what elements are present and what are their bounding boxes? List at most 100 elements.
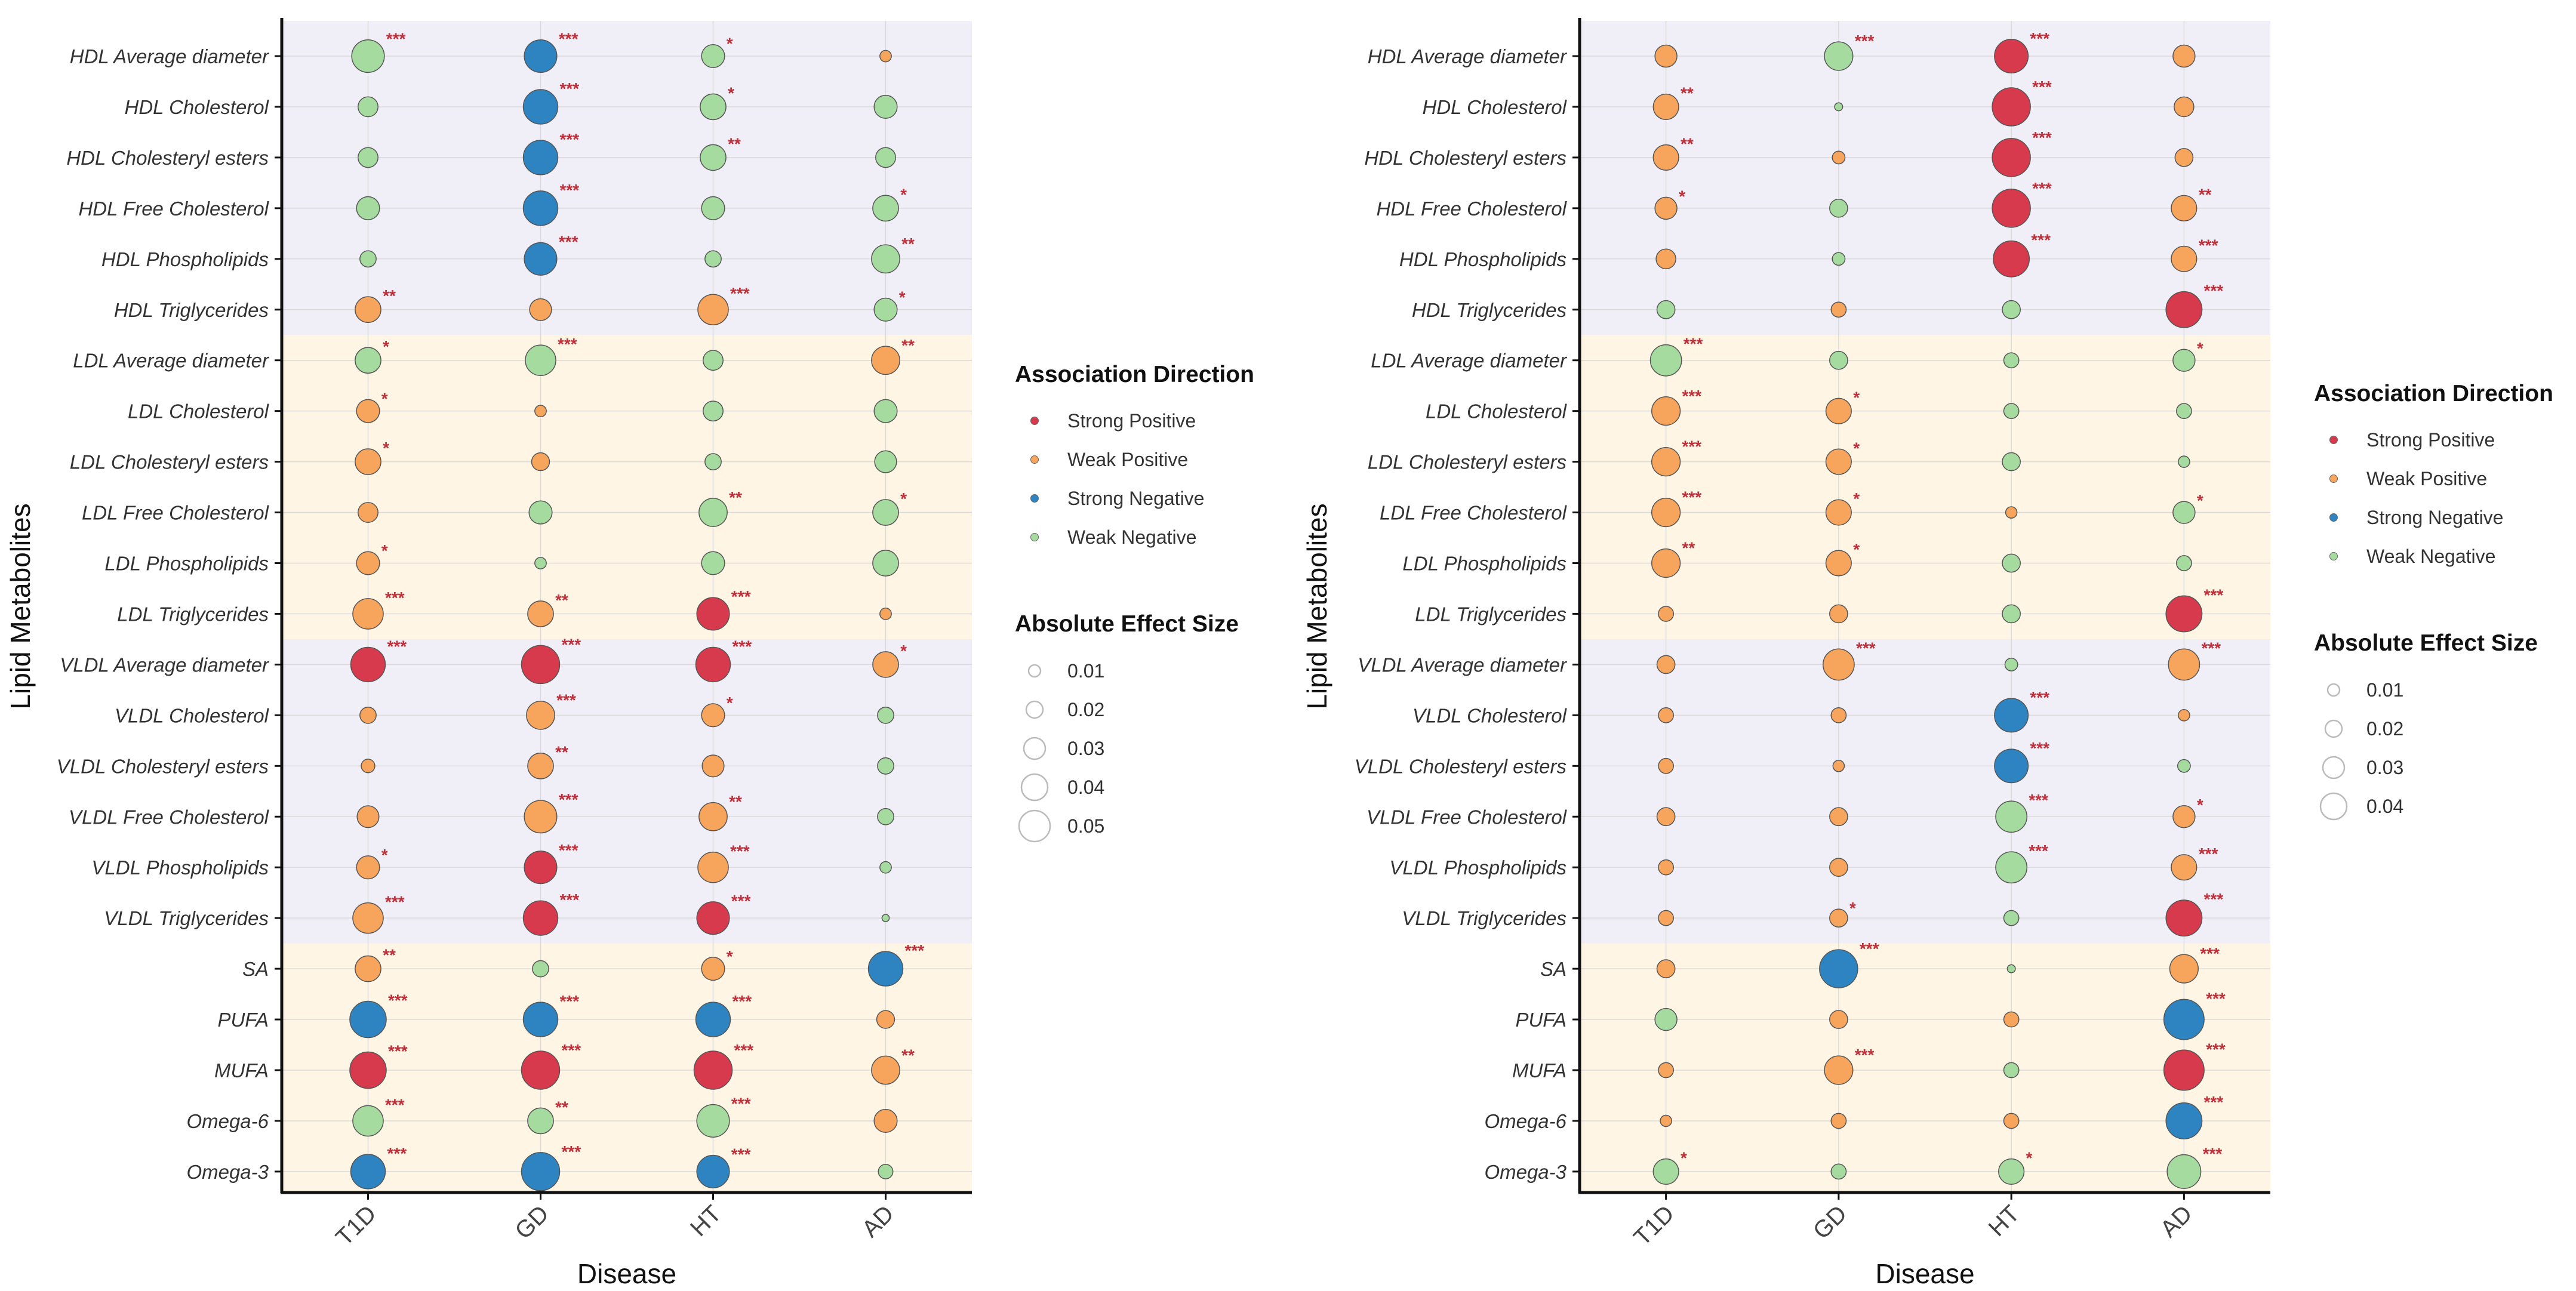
bubble-point xyxy=(358,502,378,523)
y-tick-label: LDL Cholesteryl esters xyxy=(1368,451,1566,473)
significance-label: *** xyxy=(1682,437,1701,456)
background-band-0 xyxy=(282,21,972,335)
y-tick-label: VLDL Phospholipids xyxy=(1389,856,1566,879)
legend-size-label: 0.05 xyxy=(1067,815,1104,837)
y-tick-label: LDL Free Cholesterol xyxy=(1380,502,1568,524)
bubble-point xyxy=(521,1152,561,1191)
bubble-point xyxy=(698,802,728,831)
significance-label: * xyxy=(899,288,906,306)
bubble-point xyxy=(350,1154,386,1190)
bubble-point xyxy=(701,196,725,220)
bubble-point xyxy=(527,600,554,627)
bubble-point xyxy=(522,900,559,936)
bubble-point xyxy=(701,551,725,575)
significance-label: ** xyxy=(1681,135,1694,153)
bubble-point xyxy=(355,347,381,374)
bubble-point xyxy=(522,140,559,175)
bubble-point xyxy=(534,405,547,418)
legend-size-label: 0.01 xyxy=(2366,679,2403,701)
bubble-point xyxy=(1825,448,1852,475)
legend-direction-label: Strong Positive xyxy=(1067,410,1196,432)
y-tick-label: Omega-3 xyxy=(1484,1161,1566,1183)
bubble-point xyxy=(522,190,559,226)
significance-label: *** xyxy=(731,1145,751,1164)
bubble-point xyxy=(529,298,552,321)
bubble-point xyxy=(2172,44,2196,68)
significance-label: *** xyxy=(559,992,579,1010)
bubble-point xyxy=(698,498,728,527)
bubble-point xyxy=(697,851,729,883)
significance-label: *** xyxy=(2032,179,2052,198)
legend-direction-key xyxy=(2329,475,2338,483)
legend-direction-label: Weak Positive xyxy=(2366,468,2487,489)
significance-label: *** xyxy=(904,941,924,960)
significance-label: *** xyxy=(1682,488,1701,507)
bubble-point xyxy=(1660,1114,1672,1127)
significance-label: ** xyxy=(1681,84,1694,103)
y-tick-label: HDL Average diameter xyxy=(1368,45,1568,67)
bubble-point xyxy=(1825,398,1852,424)
bubble-point xyxy=(879,50,892,63)
bubble-point xyxy=(522,89,559,125)
bubble-point xyxy=(2163,1049,2205,1091)
legend-direction-label: Weak Negative xyxy=(2366,546,2495,567)
y-tick-label: HDL Triglycerides xyxy=(1412,299,1566,321)
y-tick-label: HDL Average diameter xyxy=(70,45,270,67)
bubble-point xyxy=(696,1154,730,1188)
y-tick-label: VLDL Cholesterol xyxy=(115,704,270,726)
y-tick-label: VLDL Free Cholesterol xyxy=(1367,806,1568,828)
bubble-point xyxy=(877,757,894,775)
y-tick-label: LDL Phospholipids xyxy=(104,553,269,575)
bubble-point xyxy=(700,93,727,121)
bubble-point xyxy=(355,448,381,475)
bubble-point xyxy=(2163,999,2205,1040)
y-tick-label: VLDL Free Cholesterol xyxy=(69,806,270,828)
legend-size-label: 0.01 xyxy=(1067,660,1104,682)
bubble-point xyxy=(875,147,896,168)
significance-label: * xyxy=(1853,439,1860,457)
bubble-point xyxy=(704,453,722,470)
significance-label: *** xyxy=(559,79,579,98)
bubble-point xyxy=(526,700,555,730)
y-tick-label: VLDL Cholesterol xyxy=(1412,704,1568,726)
significance-label: *** xyxy=(556,691,576,710)
bubble-point xyxy=(352,598,384,630)
y-tick-label: VLDL Average diameter xyxy=(60,654,270,676)
significance-label: *** xyxy=(2203,1145,2223,1163)
bubble-point xyxy=(1656,959,1676,978)
significance-label: * xyxy=(1853,388,1860,406)
bubble-point xyxy=(872,499,899,526)
bubble-point xyxy=(2166,1154,2202,1189)
bubble-point xyxy=(2172,501,2196,524)
bubble-point xyxy=(358,96,378,118)
bubble-point xyxy=(881,914,890,923)
significance-label: ** xyxy=(729,488,742,507)
bubble-point xyxy=(355,296,381,323)
bubble-point xyxy=(1829,350,1848,370)
significance-label: *** xyxy=(386,30,406,48)
significance-label: *** xyxy=(385,589,405,607)
significance-label: *** xyxy=(1860,939,1879,958)
significance-label: ** xyxy=(728,134,741,153)
background-band-1 xyxy=(1580,335,2270,639)
legend-size-key xyxy=(1020,773,1049,802)
bubble-point xyxy=(1995,851,2028,884)
bubble-point xyxy=(2169,954,2199,984)
legend-size-key xyxy=(1023,737,1047,760)
bubble-point xyxy=(361,759,376,774)
bubble-point xyxy=(1658,1062,1674,1079)
background-band-3 xyxy=(1580,943,2270,1193)
bubble-point xyxy=(2002,300,2021,319)
bubble-point xyxy=(2003,910,2020,926)
bubble-point xyxy=(704,250,722,268)
bubble-point xyxy=(872,550,899,577)
bubble-point xyxy=(528,500,553,525)
significance-label: *** xyxy=(2204,1093,2224,1111)
significance-label: *** xyxy=(2204,282,2224,300)
significance-label: ** xyxy=(1682,539,1695,557)
significance-label: *** xyxy=(2030,739,2049,757)
bubble-point xyxy=(1649,344,1682,377)
bubble-point xyxy=(1830,301,1847,318)
significance-label: *** xyxy=(559,130,579,149)
bubble-point xyxy=(871,244,900,274)
